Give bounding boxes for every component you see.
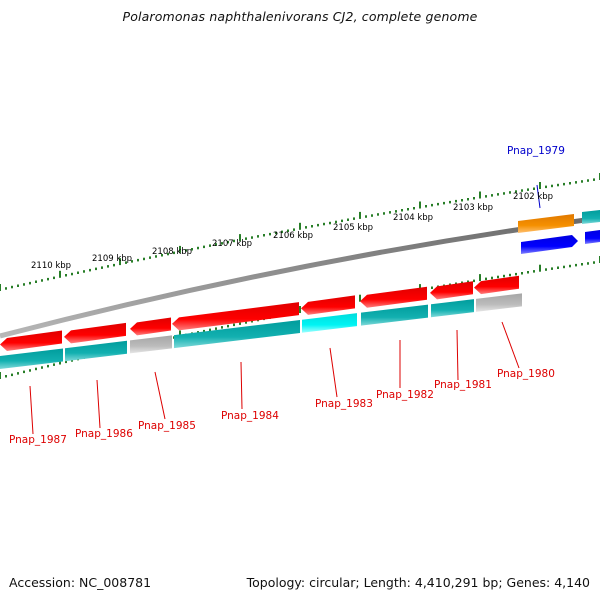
gene-label-pnap-1980[interactable]: Pnap_1980	[497, 368, 555, 380]
gene-arrow-forward	[360, 286, 427, 308]
gene-arrow-forward	[430, 281, 473, 300]
cds-block	[431, 299, 474, 318]
gene-arrow-forward	[130, 317, 171, 336]
cds-block	[302, 313, 357, 333]
kbp-label-2105: 2105 kbp	[333, 223, 373, 233]
map-title: Polaromonas naphthalenivorans CJ2, compl…	[122, 9, 478, 24]
gene-arrow-forward	[64, 322, 126, 344]
leader-line	[329, 347, 338, 398]
lower-tick-ring	[0, 256, 600, 379]
gene-arrow-reverse	[521, 235, 578, 254]
gene-label-pnap-1981[interactable]: Pnap_1981	[434, 379, 492, 391]
cds-block	[174, 320, 300, 349]
gene-labels: Pnap_1979 Pnap_1980 Pnap_1981 Pnap_1982 …	[9, 145, 565, 446]
kbp-label-2102: 2102 kbp	[513, 192, 553, 202]
cds-block	[582, 210, 600, 224]
gene-arrow-forward	[172, 302, 299, 331]
kbp-label-2109: 2109 kbp	[92, 254, 132, 264]
cds-block	[65, 340, 127, 362]
gene-arrow-forward	[0, 330, 62, 351]
kbp-label-2103: 2103 kbp	[453, 203, 493, 213]
leader-line	[456, 329, 459, 381]
gene-label-pnap-1986[interactable]: Pnap_1986	[75, 428, 133, 440]
gene-label-pnap-1985[interactable]: Pnap_1985	[138, 420, 196, 432]
cds-block	[361, 304, 428, 326]
leader-lines	[29, 184, 541, 435]
gene-label-pnap-1987[interactable]: Pnap_1987	[9, 434, 67, 446]
genome-backbone	[0, 215, 600, 339]
cds-block	[130, 335, 172, 354]
gene-label-pnap-1983[interactable]: Pnap_1983	[315, 398, 373, 410]
kbp-label-2104: 2104 kbp	[393, 213, 433, 223]
kbp-labels: 2110 kbp 2109 kbp 2108 kbp 2107 kbp 2106…	[31, 192, 553, 271]
gene-label-pnap-1979[interactable]: Pnap_1979	[507, 145, 565, 157]
leader-line	[501, 321, 520, 369]
gene-arrow-forward	[474, 275, 519, 295]
gene-label-pnap-1984[interactable]: Pnap_1984	[221, 410, 279, 422]
gene-arrow-forward	[301, 295, 355, 315]
gene-layer	[0, 210, 600, 351]
accession-text: Accession: NC_008781	[9, 575, 152, 590]
leader-line	[240, 361, 243, 410]
kbp-label-2106: 2106 kbp	[273, 231, 313, 241]
cds-layer	[0, 293, 522, 369]
kbp-label-2110: 2110 kbp	[31, 261, 71, 271]
leader-line	[536, 184, 541, 209]
gene-arrow-reverse	[585, 230, 600, 244]
leader-line	[29, 385, 34, 435]
kbp-label-2108: 2108 kbp	[152, 247, 192, 257]
topology-text: Topology: circular; Length: 4,410,291 bp…	[246, 575, 590, 590]
cds-block	[476, 293, 522, 312]
gene-label-pnap-1982[interactable]: Pnap_1982	[376, 389, 434, 401]
leader-line	[154, 371, 166, 420]
gene-arrow-orange	[518, 214, 574, 233]
kbp-label-2107: 2107 kbp	[212, 239, 252, 249]
upper-tick-ring	[0, 173, 600, 291]
cds-block	[0, 348, 63, 369]
leader-line	[96, 379, 101, 429]
